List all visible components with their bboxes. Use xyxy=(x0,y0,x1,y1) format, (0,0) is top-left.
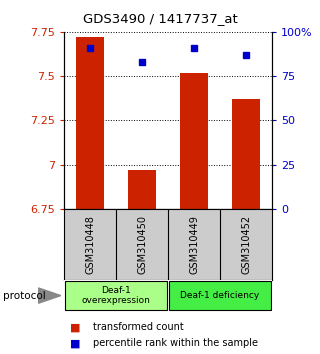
Text: GSM310450: GSM310450 xyxy=(137,215,147,274)
Text: percentile rank within the sample: percentile rank within the sample xyxy=(93,338,258,348)
Bar xyxy=(76,37,104,209)
Text: protocol: protocol xyxy=(3,291,46,301)
Text: GSM310449: GSM310449 xyxy=(189,215,199,274)
Text: GDS3490 / 1417737_at: GDS3490 / 1417737_at xyxy=(83,12,237,25)
Bar xyxy=(169,281,271,310)
Text: GSM310448: GSM310448 xyxy=(85,215,95,274)
Text: ■: ■ xyxy=(70,322,81,332)
Bar xyxy=(180,73,208,209)
Text: Deaf-1
overexpression: Deaf-1 overexpression xyxy=(82,286,150,305)
Text: Deaf-1 deficiency: Deaf-1 deficiency xyxy=(180,291,260,300)
Text: ■: ■ xyxy=(70,338,81,348)
Text: transformed count: transformed count xyxy=(93,322,184,332)
Bar xyxy=(65,281,167,310)
Bar xyxy=(232,99,260,209)
Polygon shape xyxy=(38,288,61,303)
Bar xyxy=(128,170,156,209)
Text: GSM310452: GSM310452 xyxy=(241,215,251,274)
